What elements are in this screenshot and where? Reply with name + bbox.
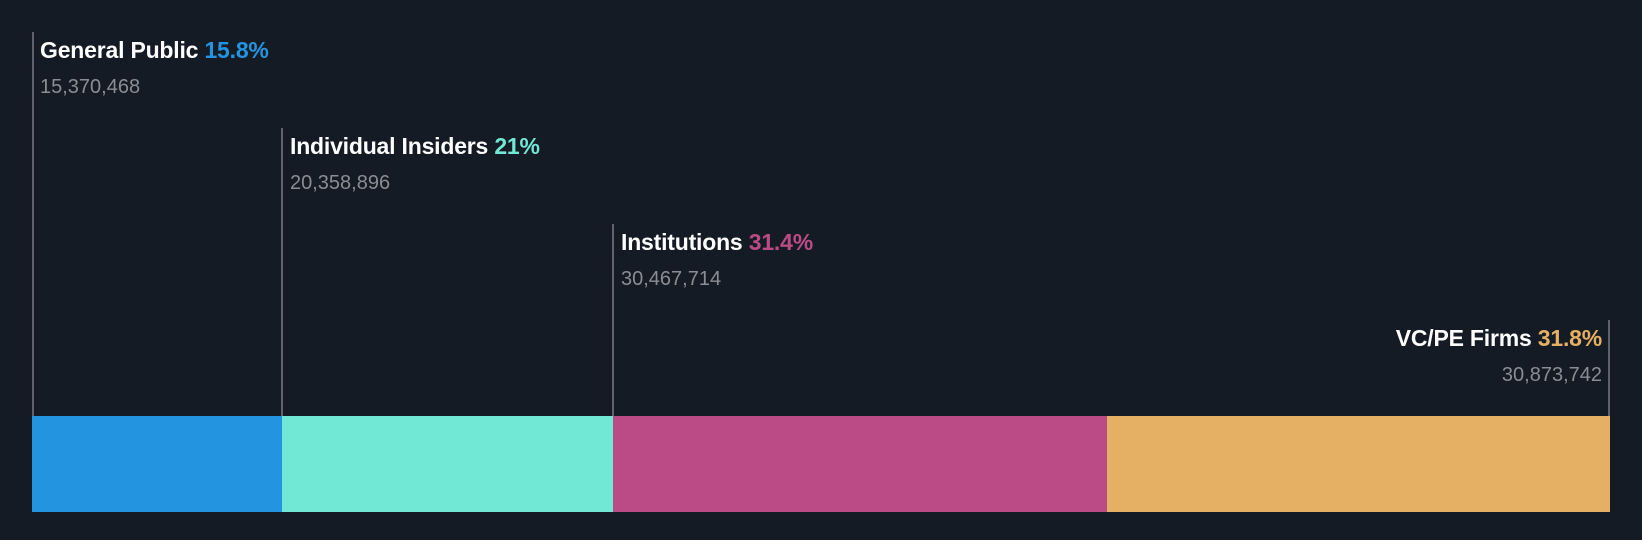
label-individual-insiders: Individual Insiders 21% 20,358,896 xyxy=(290,132,540,196)
marker-line-institutions xyxy=(612,224,614,416)
marker-line-individual-insiders xyxy=(281,128,283,416)
segment-value: 30,873,742 xyxy=(1501,364,1602,386)
segment-general-public[interactable] xyxy=(32,416,282,512)
label-general-public: General Public 15.8% 15,370,468 xyxy=(40,36,269,100)
segment-individual-insiders[interactable] xyxy=(282,416,613,512)
segment-percent: 21% xyxy=(494,133,540,159)
segment-title: General Public 15.8% xyxy=(40,37,269,63)
marker-line-vc-pe-firms xyxy=(1608,320,1610,416)
segment-value: 15,370,468 xyxy=(40,76,141,98)
segment-title: Institutions 31.4% xyxy=(621,229,813,255)
label-vc-pe-firms: VC/PE Firms 31.8% 30,873,742 xyxy=(1396,324,1602,388)
segment-vc-pe-firms[interactable] xyxy=(1107,416,1610,512)
segment-value: 30,467,714 xyxy=(621,268,722,290)
marker-line-general-public xyxy=(32,32,34,416)
label-institutions: Institutions 31.4% 30,467,714 xyxy=(621,228,813,292)
segment-percent: 31.8% xyxy=(1537,325,1602,351)
segment-title: VC/PE Firms 31.8% xyxy=(1395,325,1602,351)
segment-percent: 31.4% xyxy=(748,229,813,255)
segment-percent: 15.8% xyxy=(204,37,269,63)
segment-institutions[interactable] xyxy=(613,416,1107,512)
segment-value: 20,358,896 xyxy=(290,172,391,194)
segment-title: Individual Insiders 21% xyxy=(290,133,540,159)
